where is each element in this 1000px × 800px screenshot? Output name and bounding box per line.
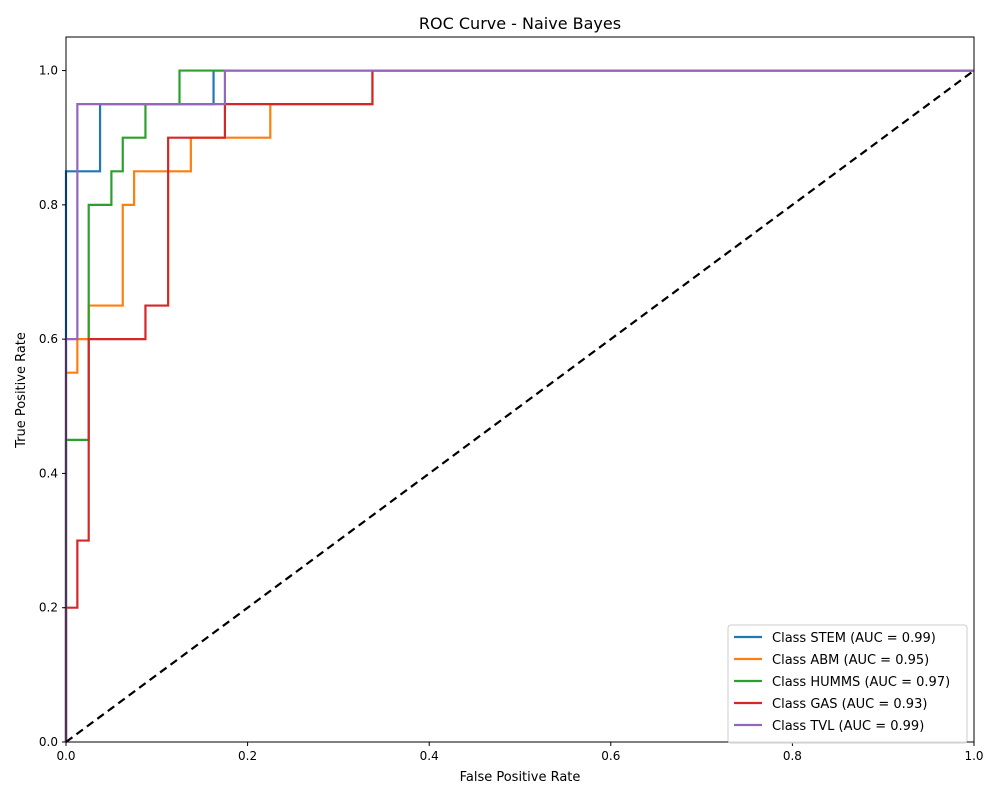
x-tick-label: 0.6	[601, 749, 620, 763]
y-tick-label: 1.0	[39, 64, 58, 78]
x-tick-label: 1.0	[964, 749, 983, 763]
x-tick-label: 0.2	[238, 749, 257, 763]
legend: Class STEM (AUC = 0.99) Class ABM (AUC = …	[727, 624, 968, 744]
axis-ticks: 0.0 0.2 0.4 0.6 0.8 1.0 0.0 0.2 0.4 0.6 0.8 1.0	[39, 64, 984, 763]
legend-label: Class HUMMS (AUC = 0.97)	[772, 675, 950, 690]
plot-frame	[65, 36, 975, 743]
y-tick-label: 0.8	[39, 198, 58, 212]
legend-label: Class TVL (AUC = 0.99)	[772, 719, 924, 734]
legend-box	[727, 624, 968, 744]
y-tick-label: 0.2	[39, 601, 58, 615]
x-axis-title: False Positive Rate	[460, 770, 581, 785]
x-tick-label: 0.0	[56, 749, 75, 763]
diagonal-reference-line	[65, 69, 975, 743]
x-tick-label: 0.8	[783, 749, 802, 763]
y-axis-title: True Positive Rate	[14, 332, 29, 449]
y-tick-label: 0.4	[39, 466, 58, 480]
y-tick-label: 0.0	[39, 735, 58, 749]
legend-label: Class ABM (AUC = 0.95)	[772, 653, 929, 668]
x-tick-label: 0.4	[420, 749, 439, 763]
legend-label: Class STEM (AUC = 0.99)	[772, 631, 936, 646]
series-line-gas	[64, 69, 974, 742]
y-tick-label: 0.6	[39, 332, 58, 346]
chart-title: ROC Curve - Naive Bayes	[419, 14, 621, 33]
legend-label: Class GAS (AUC = 0.93)	[772, 697, 927, 712]
